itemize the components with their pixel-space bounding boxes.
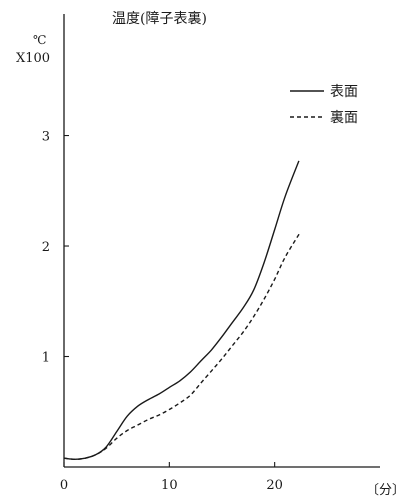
axes — [63, 14, 380, 468]
x-axis-label: 〔分〕 — [366, 483, 405, 498]
y-tick-label: 2 — [42, 240, 50, 255]
y-axis-scale-label: X100 — [16, 51, 50, 66]
x-tick-label: 20 — [266, 478, 283, 493]
series-lines — [63, 160, 301, 461]
legend-label-surface: 表面 — [330, 84, 358, 100]
series-line-surface — [63, 160, 300, 461]
legend-label-back: 裏面 — [330, 109, 358, 126]
x-tick-label: 0 — [60, 478, 68, 493]
y-axis-unit-label: ℃ — [33, 33, 46, 47]
x-tick-label: 10 — [161, 478, 178, 493]
chart-title: 温度(障子表裏) — [112, 10, 207, 27]
y-tick-label: 1 — [42, 351, 50, 366]
ticks: 0 10 20 1 2 3 — [42, 130, 283, 493]
series-line-back — [63, 232, 301, 461]
y-tick-label: 3 — [42, 130, 50, 145]
